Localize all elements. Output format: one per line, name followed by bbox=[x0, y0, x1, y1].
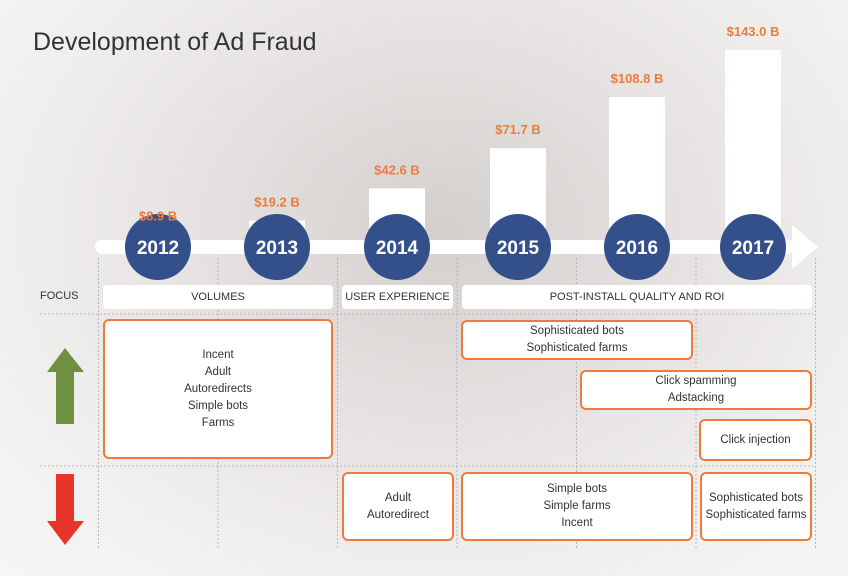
year-circle-2015 bbox=[485, 214, 551, 280]
declining-item: Sophisticated bots bbox=[709, 491, 803, 504]
timeline-arrow-head bbox=[792, 225, 818, 269]
year-circle-2014 bbox=[364, 214, 430, 280]
year-label-2012: 2012 bbox=[137, 238, 179, 259]
grid-lines bbox=[40, 313, 815, 467]
value-label-2017: $143.0 B bbox=[727, 24, 780, 39]
rising-item: Sophisticated farms bbox=[526, 342, 628, 354]
rising-item: Incent bbox=[202, 348, 234, 361]
rising-box-2017: Click injection bbox=[699, 419, 812, 461]
rising-item: Autoredirects bbox=[184, 382, 252, 395]
rising-item: Adstacking bbox=[667, 392, 725, 404]
timeline-bar bbox=[95, 240, 795, 254]
value-label-2014: $42.6 B bbox=[374, 162, 420, 177]
declining-item: Simple farms bbox=[543, 500, 611, 512]
year-label-2015: 2015 bbox=[497, 238, 540, 259]
value-label-2013: $19.2 B bbox=[254, 195, 300, 210]
focus-volumes: VOLUMES bbox=[103, 285, 333, 309]
focus-heading: FOCUS bbox=[40, 290, 79, 302]
year-circle-2013 bbox=[244, 214, 310, 280]
declining-box-2017: Sophisticated bots Sophisticated farms bbox=[700, 472, 812, 541]
focus-post-install: POST-INSTALL QUALITY AND ROI bbox=[462, 285, 812, 309]
rising-item: Simple bots bbox=[187, 399, 249, 412]
declining-item: Adult bbox=[384, 491, 412, 504]
rising-item: Farms bbox=[201, 416, 235, 429]
value-label-2015: $71.7 B bbox=[495, 122, 541, 137]
down-arrow-icon bbox=[47, 474, 84, 545]
rising-box-2012-2013: Incent Adult Autoredirects Simple bots F… bbox=[103, 319, 333, 459]
focus-user-experience: USER EXPERIENCE bbox=[342, 285, 453, 309]
year-label-2013: 2013 bbox=[256, 238, 298, 259]
rising-item: Click spamming bbox=[655, 375, 737, 387]
rising-box-2015: Sophisticated bots Sophisticated farms bbox=[461, 320, 693, 360]
declining-box-2015: Simple bots Simple farms Incent bbox=[461, 472, 693, 541]
rising-item: Sophisticated bots bbox=[530, 325, 624, 337]
year-circle-2012 bbox=[125, 214, 191, 280]
value-label-2012: $8.9 B bbox=[139, 209, 177, 224]
year-label-2017: 2017 bbox=[732, 238, 774, 259]
value-label-2016: $108.8 B bbox=[611, 71, 664, 86]
declining-item: Autoredirect bbox=[366, 508, 429, 521]
year-circle-2017 bbox=[720, 214, 786, 280]
declining-item: Simple bots bbox=[546, 483, 608, 495]
rising-item: Adult bbox=[204, 365, 232, 378]
up-arrow-icon bbox=[47, 348, 84, 424]
year-label-2014: 2014 bbox=[376, 238, 419, 259]
year-label-2016: 2016 bbox=[616, 238, 658, 259]
rising-item: Click injection bbox=[720, 433, 791, 446]
page-title: Development of Ad Fraud bbox=[33, 28, 317, 56]
declining-box-2014: Adult Autoredirect bbox=[342, 472, 454, 541]
declining-item: Sophisticated farms bbox=[705, 508, 807, 521]
year-circle-2016 bbox=[604, 214, 670, 280]
declining-item: Incent bbox=[561, 517, 593, 529]
rising-box-2016: Click spamming Adstacking bbox=[580, 370, 812, 410]
